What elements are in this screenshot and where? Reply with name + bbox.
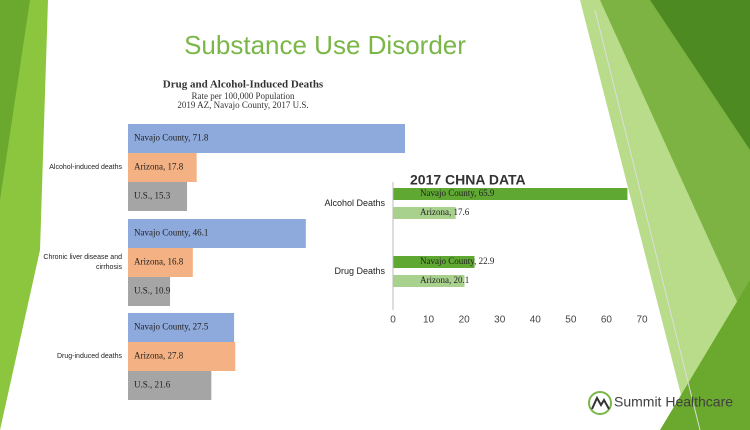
data-label: U.S., 21.6 (134, 380, 171, 390)
data-label: Arizona, 20.1 (420, 275, 469, 285)
x-tick-label: 30 (494, 315, 506, 326)
x-tick-label: 0 (390, 315, 396, 326)
category-label: Alcohol-induced deaths (49, 163, 122, 171)
data-label: Navajo County, 71.8 (134, 133, 209, 143)
bar (393, 256, 475, 268)
bar (128, 248, 193, 277)
bar (393, 275, 465, 287)
chart-subtitle: Rate per 100,000 Population (192, 91, 295, 101)
category-label-text: Alcohol Deaths (324, 197, 385, 208)
bar (128, 277, 171, 306)
bar (128, 371, 212, 400)
right-decoration (650, 0, 750, 150)
x-tick-label: 40 (530, 315, 542, 326)
category-label-text: Drug-induced deaths (57, 352, 122, 360)
right-decoration (660, 280, 750, 430)
bar (128, 342, 236, 371)
logo-icon (591, 395, 610, 410)
bar (128, 313, 235, 342)
data-label: Arizona, 27.8 (134, 351, 184, 361)
left-decoration (0, 0, 30, 200)
bar (393, 188, 628, 200)
data-label: Arizona, 17.8 (134, 162, 184, 172)
category-label: Drug Deaths (334, 265, 385, 276)
bar (128, 182, 188, 211)
bar (393, 207, 456, 219)
category-label-text: Alcohol-induced deaths (49, 163, 122, 171)
x-tick-label: 20 (459, 315, 471, 326)
slide-title: Substance Use Disorder (184, 30, 466, 60)
category-label-text: Drug Deaths (334, 265, 385, 276)
data-label: Navajo County, 27.5 (134, 322, 209, 332)
logo-text: Summit Healthcare (614, 394, 733, 410)
category-label: Drug-induced deaths (57, 352, 122, 360)
chart-title: 2017 CHNA DATA (410, 172, 526, 188)
bar (128, 219, 306, 248)
data-label: Navajo County, 22.9 (420, 256, 495, 266)
chart-title: Drug and Alcohol-Induced Deaths (163, 79, 324, 91)
chart-subtitle: 2019 AZ, Navajo County, 2017 U.S. (177, 100, 308, 110)
x-tick-label: 60 (601, 315, 613, 326)
decoration-line (594, 9, 701, 430)
category-label: Alcohol Deaths (324, 197, 385, 208)
data-label: U.S., 15.3 (134, 191, 171, 201)
data-label: U.S., 10.9 (134, 286, 171, 296)
data-label: Navajo County, 65.9 (420, 188, 495, 198)
logo-icon (588, 391, 612, 415)
logo: Summit Healthcare (588, 391, 733, 415)
x-tick-label: 50 (565, 315, 577, 326)
data-label: Arizona, 17.6 (420, 207, 470, 217)
bar (128, 124, 405, 153)
category-label-text: Chronic liver disease and cirrhosis (43, 254, 122, 271)
x-tick-label: 10 (423, 315, 435, 326)
data-label: Arizona, 16.8 (134, 257, 184, 267)
category-label: Chronic liver disease and cirrhosis (43, 254, 122, 271)
x-tick-label: 70 (636, 315, 648, 326)
bar (128, 153, 197, 182)
data-label: Navajo County, 46.1 (134, 228, 208, 238)
